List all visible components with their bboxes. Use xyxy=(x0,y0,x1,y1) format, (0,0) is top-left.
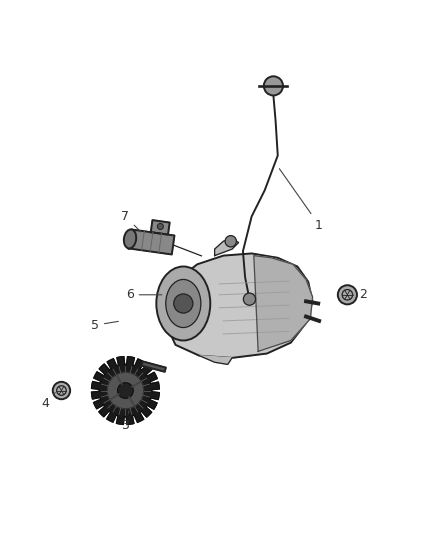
Polygon shape xyxy=(141,361,166,372)
Polygon shape xyxy=(199,356,232,365)
Circle shape xyxy=(225,236,237,247)
Polygon shape xyxy=(254,256,313,351)
Text: 3: 3 xyxy=(121,410,129,432)
Polygon shape xyxy=(215,238,239,256)
Circle shape xyxy=(117,383,133,398)
Circle shape xyxy=(338,285,357,304)
Text: 5: 5 xyxy=(91,319,118,332)
Polygon shape xyxy=(129,229,174,254)
Polygon shape xyxy=(162,254,313,358)
Polygon shape xyxy=(92,357,159,424)
Text: 4: 4 xyxy=(41,393,55,410)
Circle shape xyxy=(53,382,70,399)
Ellipse shape xyxy=(124,229,136,248)
Circle shape xyxy=(107,372,144,409)
Circle shape xyxy=(264,76,283,95)
Circle shape xyxy=(174,294,193,313)
Ellipse shape xyxy=(156,266,210,341)
Text: 2: 2 xyxy=(352,288,367,301)
Polygon shape xyxy=(151,220,170,235)
Text: 1: 1 xyxy=(279,168,323,232)
Circle shape xyxy=(157,223,163,230)
Text: 6: 6 xyxy=(126,288,162,301)
Circle shape xyxy=(244,293,255,305)
Text: 7: 7 xyxy=(121,210,141,232)
Ellipse shape xyxy=(166,279,201,328)
